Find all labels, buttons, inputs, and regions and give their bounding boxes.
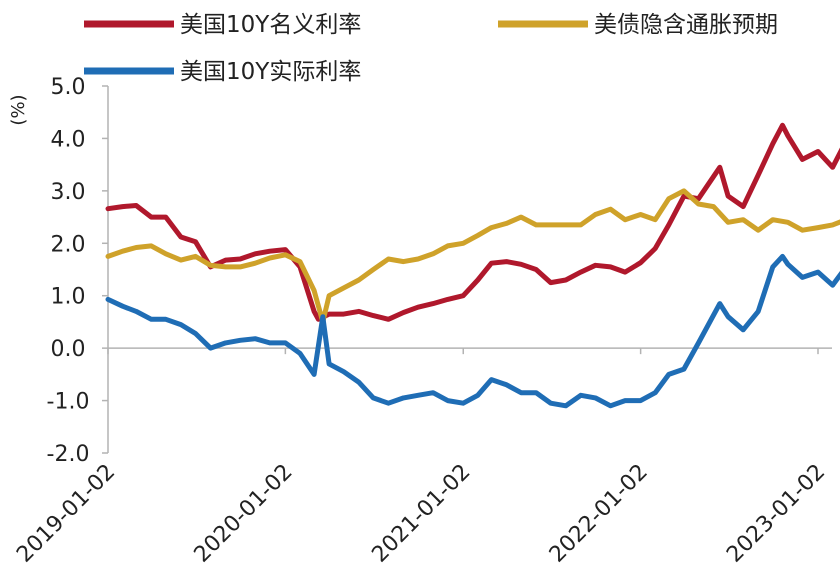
y-axis-unit: (%) bbox=[8, 94, 29, 125]
y-tick-label: 0.0 bbox=[51, 337, 86, 362]
x-axis: 2019-01-02 2020-01-02 2021-01-02 2022-01-02… bbox=[12, 347, 832, 568]
series-line-1 bbox=[105, 122, 840, 322]
x-tick-label: 2020-01-02 bbox=[190, 460, 298, 568]
legend-label: 美国10Y名义利率 bbox=[180, 12, 361, 38]
series-line-2 bbox=[105, 188, 840, 325]
legend-label: 美国10Y实际利率 bbox=[180, 59, 361, 85]
x-tick-label: 2021-01-02 bbox=[367, 460, 475, 568]
y-tick-label: 3.0 bbox=[51, 180, 86, 205]
y-tick-label: 4.0 bbox=[51, 127, 86, 152]
series-line-3 bbox=[105, 253, 840, 409]
y-tick-label: 5.0 bbox=[51, 75, 86, 100]
x-tick-label: 2022-01-02 bbox=[545, 460, 653, 568]
y-tick-label: 1.0 bbox=[51, 285, 86, 310]
x-tick-label: 2023-01-02 bbox=[722, 460, 830, 568]
series-group bbox=[105, 122, 840, 409]
y-axis: 5.0 4.0 3.0 2.0 1.0 0.0 -1.0 -2.0 bbox=[47, 75, 109, 467]
y-tick-label: 2.0 bbox=[51, 232, 86, 257]
x-tick-label: 2019-01-02 bbox=[12, 460, 120, 568]
legend-label: 美债隐含通胀预期 bbox=[594, 12, 778, 38]
y-tick-label: -1.0 bbox=[47, 390, 90, 415]
y-tick-label: -2.0 bbox=[47, 442, 90, 467]
